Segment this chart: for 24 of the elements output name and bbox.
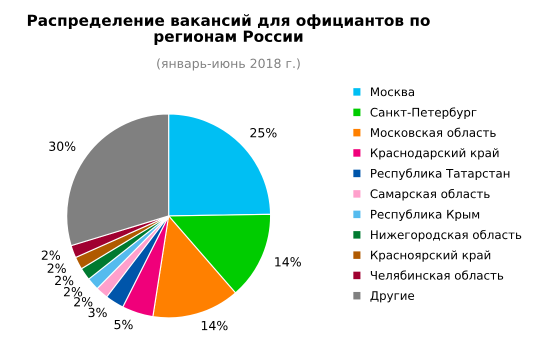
data-label: 25%	[250, 128, 277, 138]
data-label: 2%	[74, 297, 92, 307]
data-label: 14%	[275, 257, 301, 267]
legend-label: Московская область	[371, 128, 496, 137]
data-label: 14%	[202, 320, 228, 330]
legend-label: Республика Татарстан	[371, 168, 510, 180]
legend-label: Республика Крым	[371, 209, 480, 221]
chart-subtitle: (январь-июнь 2018 г.)	[157, 58, 300, 71]
data-label: 2%	[42, 250, 60, 260]
data-label: 30%	[49, 142, 76, 151]
legend-label: Санкт-Петербург	[370, 107, 476, 119]
data-label: 2%	[55, 276, 74, 286]
data-label: 2%	[48, 264, 66, 273]
legend-label: Другие	[370, 291, 414, 302]
data-label: 2%	[64, 287, 82, 296]
data-label: 5%	[114, 320, 133, 330]
chart-title: Распределение вакансий для официантов по регионам России	[28, 14, 430, 45]
data-label: 3%	[88, 308, 107, 318]
legend-label: Самарская область	[370, 188, 490, 201]
legend-label: Челябинская область	[370, 270, 504, 280]
legend-label: Красноярский край	[371, 250, 490, 262]
legend-label: Нижегородская область	[371, 230, 522, 242]
legend-label: Краснодарский край	[371, 148, 498, 160]
legend-label: Москва	[371, 87, 414, 96]
